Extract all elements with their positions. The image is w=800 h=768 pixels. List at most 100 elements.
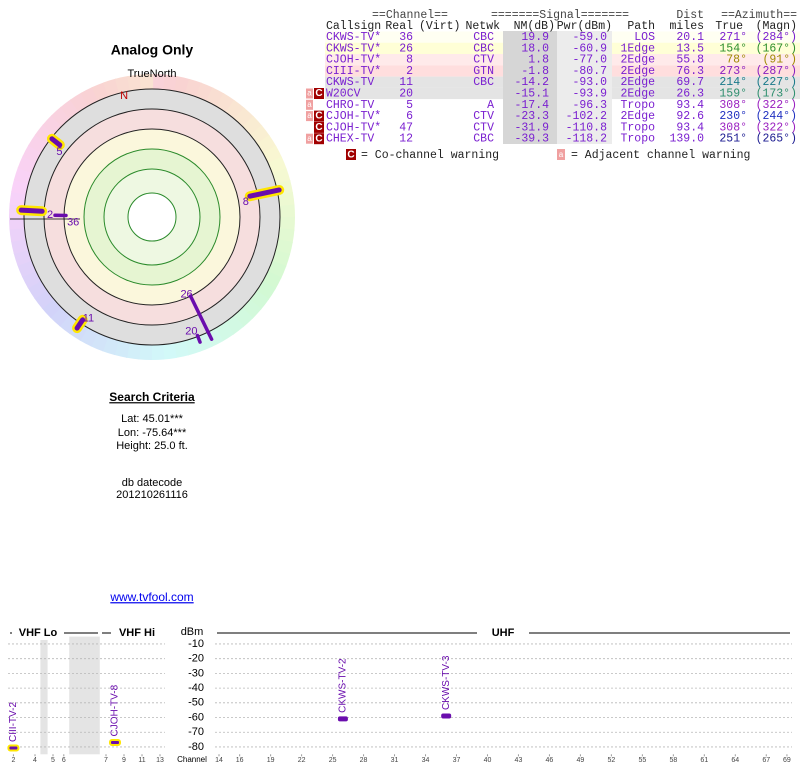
- point-label: CJOH-TV-8: [110, 684, 121, 736]
- column-header: Netwk: [465, 20, 500, 33]
- table-cell: 308°: [719, 121, 747, 134]
- signal-marker: [7, 744, 20, 752]
- x-tick-label: 55: [638, 757, 646, 764]
- marker-bar: [74, 317, 86, 331]
- co-warning-box: [314, 110, 324, 122]
- table-cell: (244°): [756, 110, 797, 123]
- table-cell: CKWS-TV: [326, 76, 374, 89]
- x-tick-label: 31: [391, 757, 399, 764]
- table-cell: 214°: [719, 76, 747, 89]
- table-cell: 78°: [726, 54, 747, 67]
- table-cell: 2Edge: [620, 88, 655, 101]
- column-header: miles: [669, 20, 704, 33]
- y-tick-label: -80: [188, 741, 204, 753]
- group-header: ==Azimuth==: [721, 9, 797, 22]
- x-tick-label: 40: [484, 757, 492, 764]
- table-cell: W20CV: [326, 88, 361, 101]
- adjacent-warning-icon: a: [307, 89, 312, 98]
- section-label: UHF: [492, 627, 515, 639]
- table-cell: -17.4: [514, 99, 549, 112]
- site-link[interactable]: www.tvfool.com: [109, 590, 193, 604]
- table-cell: 20.1: [676, 31, 704, 44]
- table-cell: -15.1: [514, 88, 549, 101]
- section-label: VHF Lo: [19, 627, 58, 639]
- pwr-column-bg: [557, 31, 612, 144]
- signal-marker: [109, 739, 121, 747]
- plot-title: Analog Only: [111, 42, 194, 58]
- table-cell: 36: [399, 31, 413, 44]
- x-tick-label: 52: [607, 757, 615, 764]
- adjacent-warning-box: [306, 133, 313, 144]
- table-cell: 18.0: [521, 42, 549, 55]
- table-cell: CBC: [473, 42, 494, 55]
- co-warning-icon: C: [315, 122, 322, 133]
- marker-label: 11: [83, 313, 94, 325]
- column-header: True: [715, 20, 743, 33]
- table-cell: Tropo: [620, 133, 655, 146]
- magnetic-north: N: [120, 90, 128, 102]
- y-tick-label: -60: [188, 711, 204, 723]
- x-tick-label: 28: [360, 757, 368, 764]
- co-warning-box: [314, 88, 324, 99]
- table-cell: 92.6: [676, 110, 704, 123]
- table-cell: 76.3: [676, 65, 704, 78]
- x-tick-label: 6: [62, 757, 66, 764]
- table-cell: CJOH-TV*: [326, 121, 381, 134]
- table-cell: 273°: [719, 65, 747, 78]
- x-tick-label: 49: [577, 757, 585, 764]
- y-axis-label: dBm: [181, 626, 204, 638]
- legend-adj-box: [557, 149, 565, 160]
- table-cell: CTV: [473, 121, 494, 134]
- table-cell: -23.3: [514, 110, 549, 123]
- marker-label: 8: [243, 196, 249, 208]
- table-cell: CTV: [473, 110, 494, 123]
- table-cell: 26.3: [676, 88, 704, 101]
- table-cell: Tropo: [620, 121, 655, 134]
- co-warning-icon: C: [315, 133, 322, 144]
- table-cell: (322°): [756, 121, 797, 134]
- x-tick-label: 4: [33, 757, 37, 764]
- x-tick-label: 13: [156, 757, 164, 764]
- column-header: NM(dB): [514, 20, 555, 33]
- table-cell: -93.9: [572, 88, 607, 101]
- table-cell: CBC: [473, 133, 494, 146]
- table-cell: 271°: [719, 31, 747, 44]
- table-cell: 11: [399, 76, 413, 89]
- point-label: CIII-TV-2: [8, 702, 19, 742]
- co-warning-icon: C: [315, 88, 322, 99]
- x-axis-label: Channel: [177, 755, 207, 764]
- table-cell: -1.8: [521, 65, 549, 78]
- table-cell: CIII-TV*: [326, 65, 381, 78]
- x-tick-label: 9: [122, 757, 126, 764]
- column-header: Real: [385, 20, 413, 33]
- section-label-bg: [111, 626, 163, 640]
- table-cell: -96.3: [572, 99, 607, 112]
- background-layer: [8, 31, 800, 361]
- table-cell: 139.0: [669, 133, 704, 146]
- signal-marker: [441, 713, 452, 719]
- marker-bar: [195, 333, 202, 344]
- table-cell: 26: [399, 42, 413, 55]
- table-cell: 230°: [719, 110, 747, 123]
- table-cell: CKWS-TV*: [326, 31, 381, 44]
- marker-bar: [247, 187, 282, 199]
- table-cell: -80.7: [572, 65, 607, 78]
- point-label: CKWS-TV-3: [441, 655, 452, 710]
- table-cell: 5: [406, 99, 413, 112]
- y-tick-label: -40: [188, 682, 204, 694]
- table-cell: -118.2: [566, 133, 608, 146]
- x-tick-label: 22: [298, 757, 306, 764]
- adjacent-warning-box: [306, 88, 313, 99]
- table-cell: 13.5: [676, 42, 704, 55]
- station-marker: [72, 314, 88, 334]
- table-cell: (167°): [756, 42, 797, 55]
- table-cell: (265°): [756, 133, 797, 146]
- co-warning-box: [314, 133, 324, 145]
- x-tick-label: 61: [700, 757, 708, 764]
- table-cell: -77.0: [572, 54, 607, 67]
- table-cell: -59.0: [572, 31, 607, 44]
- adjacent-warning-box: [306, 111, 313, 122]
- table-cell: GTN: [473, 65, 494, 78]
- legend-co-text: = Co-channel warning: [361, 149, 499, 162]
